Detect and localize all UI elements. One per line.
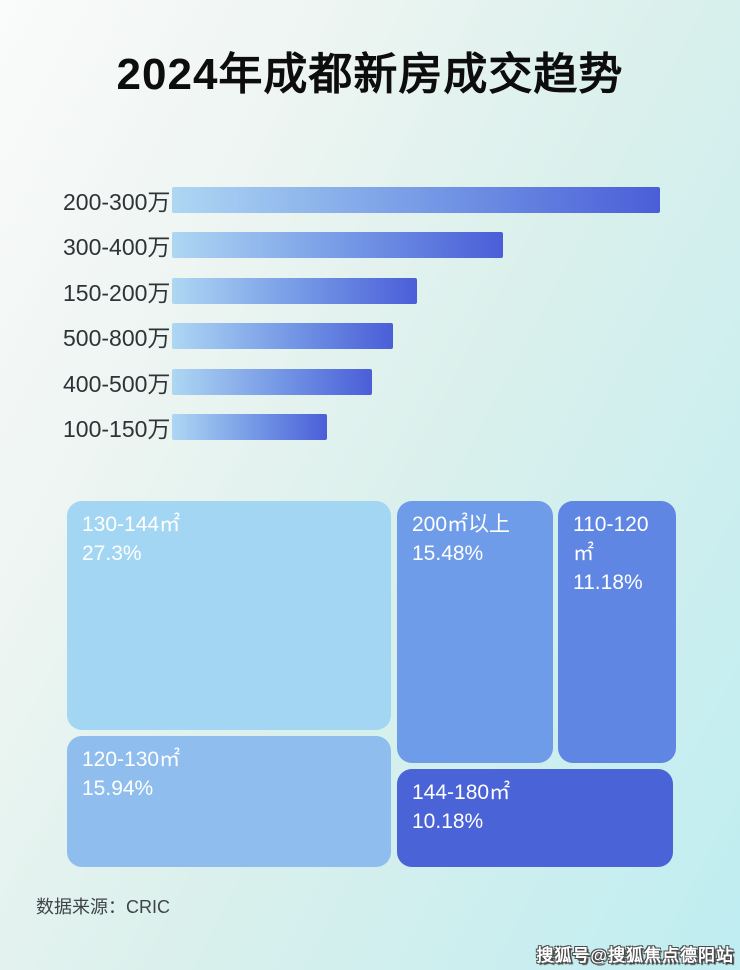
treemap-block-110-120: 110-120㎡ 11.18% xyxy=(558,501,676,763)
treemap-block-label: 144-180㎡ xyxy=(412,781,511,804)
bar-category-label: 150-200万 xyxy=(63,279,171,306)
bar-row-100-150: 100-150万 xyxy=(0,414,740,442)
treemap-block-120-130: 120-130㎡ 15.94% xyxy=(67,736,391,867)
treemap-block-value: 10.18% xyxy=(412,809,484,833)
treemap-block-value: 15.94% xyxy=(82,776,154,800)
bar-category-label: 400-500万 xyxy=(63,370,171,397)
bar-row-150-200: 150-200万 xyxy=(0,277,740,306)
bar-category-label: 500-800万 xyxy=(63,325,171,351)
treemap-block-value: 27.3% xyxy=(82,541,142,565)
treemap-block-label: 120-130㎡ xyxy=(82,748,181,771)
price-range-bar-chart: 200-300万 300-400万 150-200万 500-800万 400-… xyxy=(0,186,740,459)
watermark-text: 搜狐号@搜狐焦点德阳站 xyxy=(536,946,734,965)
bar-150-200 xyxy=(172,277,417,304)
treemap-block-200-plus: 200㎡以上 15.48% xyxy=(397,501,553,763)
bar-row-200-300: 200-300万 xyxy=(0,186,740,215)
treemap-block-value: 15.48% xyxy=(412,541,484,565)
treemap-block-value: 11.18% xyxy=(573,570,643,594)
treemap-block-label: 130-144㎡ xyxy=(82,513,181,536)
data-source-label: 数据来源：CRIC xyxy=(36,897,170,917)
bar-row-500-800: 500-800万 xyxy=(0,323,740,351)
bar-300-400 xyxy=(172,232,503,258)
treemap-block-144-180: 144-180㎡ 10.18% xyxy=(397,769,673,867)
bar-row-300-400: 300-400万 xyxy=(0,232,740,260)
bar-100-150 xyxy=(172,414,328,440)
bar-category-label: 200-300万 xyxy=(63,188,171,215)
treemap-block-130-144: 130-144㎡ 27.3% xyxy=(67,501,391,730)
bar-category-label: 300-400万 xyxy=(63,234,171,260)
bar-200-300 xyxy=(172,186,660,213)
bar-400-500 xyxy=(172,368,373,395)
bar-500-800 xyxy=(172,323,394,349)
treemap-block-label: 110-120㎡ xyxy=(573,513,649,565)
treemap-block-label: 200㎡以上 xyxy=(412,513,511,536)
page-title: 2024年成都新房成交趋势 xyxy=(116,50,624,99)
area-share-treemap: 130-144㎡ 27.3% 200㎡以上 15.48% 110-120㎡ 11… xyxy=(67,501,676,867)
bar-row-400-500: 400-500万 xyxy=(0,368,740,397)
bar-category-label: 100-150万 xyxy=(63,416,171,442)
